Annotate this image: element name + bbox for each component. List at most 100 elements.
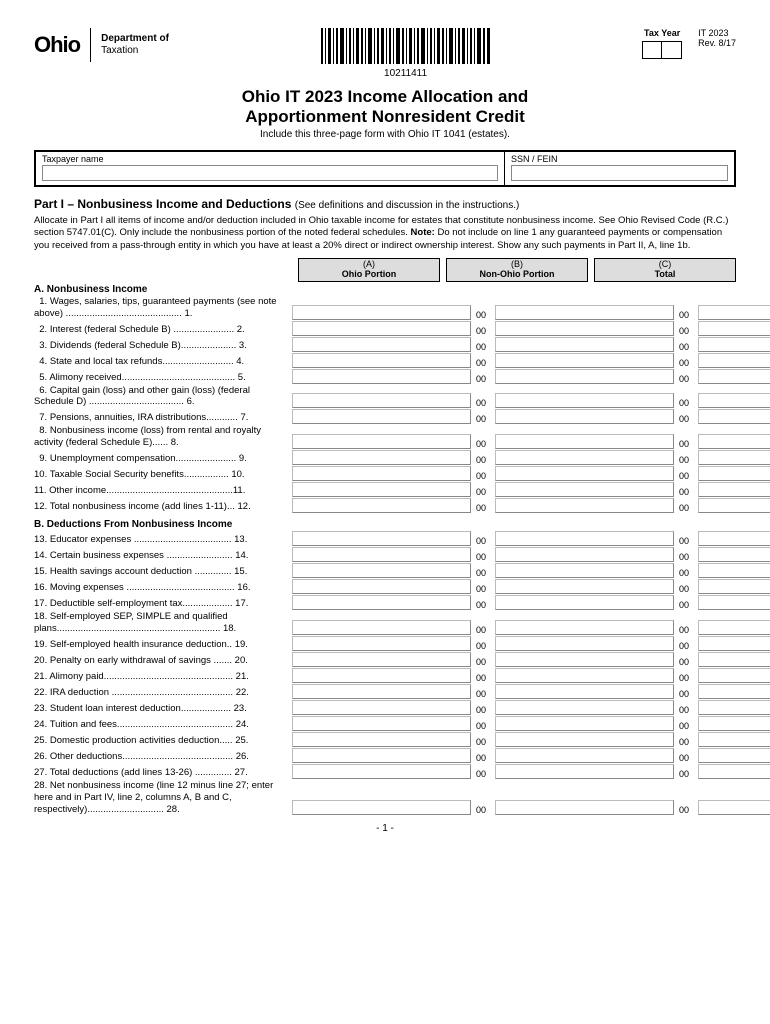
amount-input-b[interactable] bbox=[495, 620, 674, 635]
amount-input-a[interactable] bbox=[292, 684, 471, 699]
amount-input-a[interactable] bbox=[292, 547, 471, 562]
amount-input-c[interactable] bbox=[698, 684, 770, 699]
amount-input-b[interactable] bbox=[495, 579, 674, 594]
amount-input-b[interactable] bbox=[495, 563, 674, 578]
col-c-sub: Total bbox=[595, 270, 735, 280]
amount-input-b[interactable] bbox=[495, 466, 674, 481]
amount-input-b[interactable] bbox=[495, 434, 674, 449]
cents-label: 00 bbox=[471, 536, 489, 546]
amount-input-b[interactable] bbox=[495, 700, 674, 715]
line-text: Domestic production activities deduction… bbox=[50, 735, 249, 746]
amount-input-a[interactable] bbox=[292, 337, 471, 352]
amount-input-c[interactable] bbox=[698, 547, 770, 562]
amount-input-a[interactable] bbox=[292, 531, 471, 546]
amount-input-b[interactable] bbox=[495, 482, 674, 497]
amount-input-b[interactable] bbox=[495, 595, 674, 610]
amount-input-c[interactable] bbox=[698, 393, 770, 408]
amount-input-a[interactable] bbox=[292, 498, 471, 513]
amount-input-a[interactable] bbox=[292, 732, 471, 747]
amount-input-a[interactable] bbox=[292, 369, 471, 384]
amount-input-b[interactable] bbox=[495, 668, 674, 683]
line-values: 000000 bbox=[292, 563, 770, 578]
amount-input-a[interactable] bbox=[292, 305, 471, 320]
amount-input-c[interactable] bbox=[698, 764, 770, 779]
amount-input-a[interactable] bbox=[292, 450, 471, 465]
amount-input-b[interactable] bbox=[495, 337, 674, 352]
amount-input-a[interactable] bbox=[292, 321, 471, 336]
amount-input-c[interactable] bbox=[698, 636, 770, 651]
amount-input-b[interactable] bbox=[495, 636, 674, 651]
amount-input-b[interactable] bbox=[495, 321, 674, 336]
amount-input-c[interactable] bbox=[698, 700, 770, 715]
cents-label: 00 bbox=[471, 600, 489, 610]
amount-input-a[interactable] bbox=[292, 652, 471, 667]
intro-note-bold: Note: bbox=[411, 227, 435, 238]
taxpayer-name-input[interactable] bbox=[42, 165, 498, 181]
amount-input-c[interactable] bbox=[698, 800, 770, 815]
amount-input-c[interactable] bbox=[698, 434, 770, 449]
amount-input-b[interactable] bbox=[495, 531, 674, 546]
amount-input-a[interactable] bbox=[292, 800, 471, 815]
amount-input-b[interactable] bbox=[495, 684, 674, 699]
amount-input-c[interactable] bbox=[698, 353, 770, 368]
amount-input-c[interactable] bbox=[698, 409, 770, 424]
amount-input-a[interactable] bbox=[292, 668, 471, 683]
amount-input-c[interactable] bbox=[698, 305, 770, 320]
amount-input-b[interactable] bbox=[495, 800, 674, 815]
amount-input-b[interactable] bbox=[495, 547, 674, 562]
amount-input-b[interactable] bbox=[495, 305, 674, 320]
amount-input-c[interactable] bbox=[698, 652, 770, 667]
amount-input-a[interactable] bbox=[292, 434, 471, 449]
amount-input-b[interactable] bbox=[495, 369, 674, 384]
amount-input-c[interactable] bbox=[698, 595, 770, 610]
amount-input-b[interactable] bbox=[495, 409, 674, 424]
amount-input-c[interactable] bbox=[698, 531, 770, 546]
tax-year-digit-1[interactable] bbox=[642, 41, 662, 59]
amount-input-c[interactable] bbox=[698, 337, 770, 352]
amount-input-a[interactable] bbox=[292, 353, 471, 368]
amount-input-c[interactable] bbox=[698, 369, 770, 384]
amount-input-a[interactable] bbox=[292, 393, 471, 408]
amount-input-c[interactable] bbox=[698, 563, 770, 578]
amount-input-b[interactable] bbox=[495, 748, 674, 763]
tax-year-digit-2[interactable] bbox=[662, 41, 682, 59]
form-line: 24. Tuition and fees....................… bbox=[34, 716, 736, 731]
amount-input-c[interactable] bbox=[698, 748, 770, 763]
amount-input-c[interactable] bbox=[698, 498, 770, 513]
amount-input-a[interactable] bbox=[292, 764, 471, 779]
cents-label: 00 bbox=[471, 455, 489, 465]
amount-input-c[interactable] bbox=[698, 620, 770, 635]
amount-input-b[interactable] bbox=[495, 716, 674, 731]
amount-input-a[interactable] bbox=[292, 595, 471, 610]
value-cell-a: 00 bbox=[292, 684, 489, 699]
amount-input-a[interactable] bbox=[292, 579, 471, 594]
amount-input-a[interactable] bbox=[292, 716, 471, 731]
amount-input-a[interactable] bbox=[292, 466, 471, 481]
amount-input-c[interactable] bbox=[698, 321, 770, 336]
ssn-input[interactable] bbox=[511, 165, 728, 181]
amount-input-c[interactable] bbox=[698, 716, 770, 731]
amount-input-c[interactable] bbox=[698, 466, 770, 481]
amount-input-c[interactable] bbox=[698, 668, 770, 683]
amount-input-a[interactable] bbox=[292, 700, 471, 715]
amount-input-c[interactable] bbox=[698, 482, 770, 497]
amount-input-a[interactable] bbox=[292, 636, 471, 651]
line-num: 17. bbox=[34, 598, 50, 609]
amount-input-b[interactable] bbox=[495, 732, 674, 747]
amount-input-a[interactable] bbox=[292, 409, 471, 424]
amount-input-b[interactable] bbox=[495, 353, 674, 368]
amount-input-b[interactable] bbox=[495, 652, 674, 667]
amount-input-a[interactable] bbox=[292, 482, 471, 497]
amount-input-a[interactable] bbox=[292, 748, 471, 763]
amount-input-c[interactable] bbox=[698, 732, 770, 747]
amount-input-a[interactable] bbox=[292, 620, 471, 635]
value-cell-b: 00 bbox=[495, 684, 692, 699]
amount-input-c[interactable] bbox=[698, 450, 770, 465]
amount-input-b[interactable] bbox=[495, 498, 674, 513]
amount-input-b[interactable] bbox=[495, 764, 674, 779]
amount-input-b[interactable] bbox=[495, 393, 674, 408]
amount-input-a[interactable] bbox=[292, 563, 471, 578]
form-line: 13. Educator expenses ..................… bbox=[34, 531, 736, 546]
amount-input-c[interactable] bbox=[698, 579, 770, 594]
amount-input-b[interactable] bbox=[495, 450, 674, 465]
